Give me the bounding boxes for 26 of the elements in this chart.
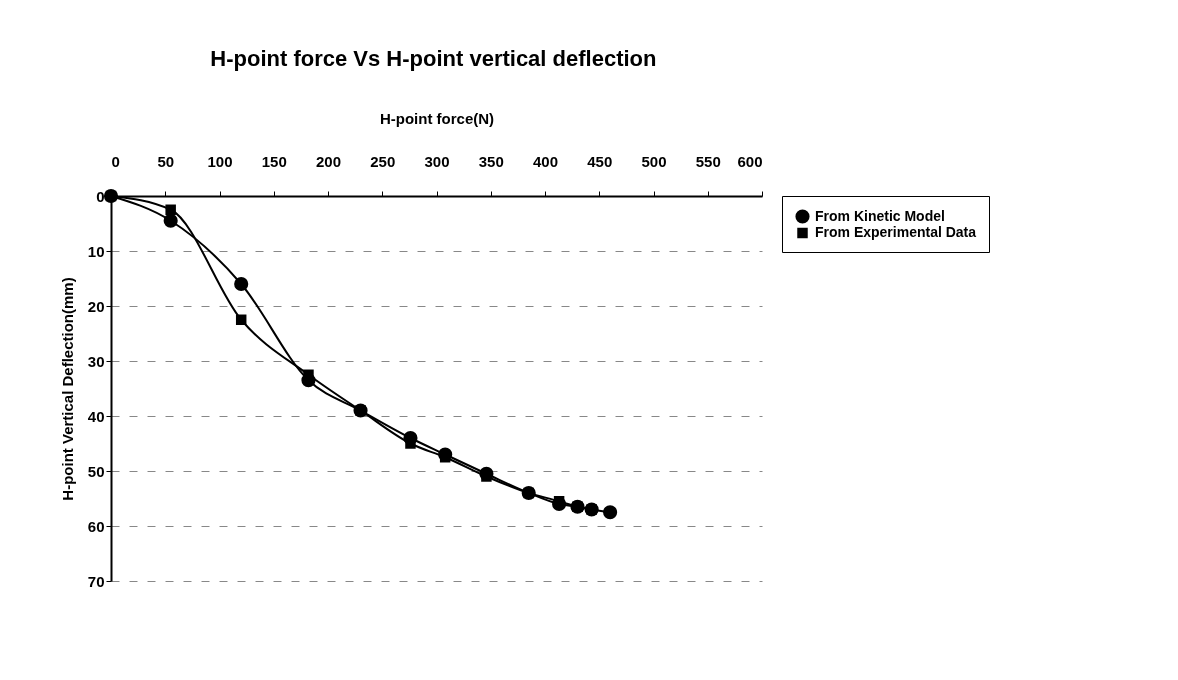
y-tick-label: 10 <box>87 242 105 260</box>
x-tick-label: 300 <box>424 152 450 170</box>
legend-label: From Experimental Data <box>815 224 977 240</box>
x-tick-label: 150 <box>261 152 287 170</box>
x-tick-label: 100 <box>207 152 233 170</box>
y-tick-label: 70 <box>87 572 105 590</box>
x-tick-label: 400 <box>532 152 559 170</box>
x-axis-title: H-point force(N) <box>379 109 495 127</box>
x-tick-label: 500 <box>641 152 667 170</box>
x-tick-label: 600 <box>737 152 763 170</box>
x-tick-label: 200 <box>315 152 342 170</box>
x-tick-label: 450 <box>587 152 613 170</box>
y-tick-label: 60 <box>87 517 105 535</box>
x-tick-label: 350 <box>478 152 504 170</box>
y-tick-label: 20 <box>87 297 105 315</box>
x-tick-label: 0 <box>111 152 120 170</box>
chart-title: H-point force Vs H-point vertical deflection <box>210 46 657 71</box>
x-tick-label: 250 <box>370 152 396 170</box>
y-tick-label: 30 <box>87 352 105 370</box>
x-tick-label: 550 <box>695 152 721 170</box>
y-tick-label: 50 <box>87 462 105 480</box>
legend-label: From Kinetic Model <box>815 207 945 224</box>
x-tick-label: 50 <box>157 152 175 170</box>
y-tick-label: 0 <box>96 187 105 205</box>
y-tick-label: 40 <box>87 407 105 425</box>
y-axis-title: H-point Vertical Deflection(mm) <box>58 277 76 501</box>
